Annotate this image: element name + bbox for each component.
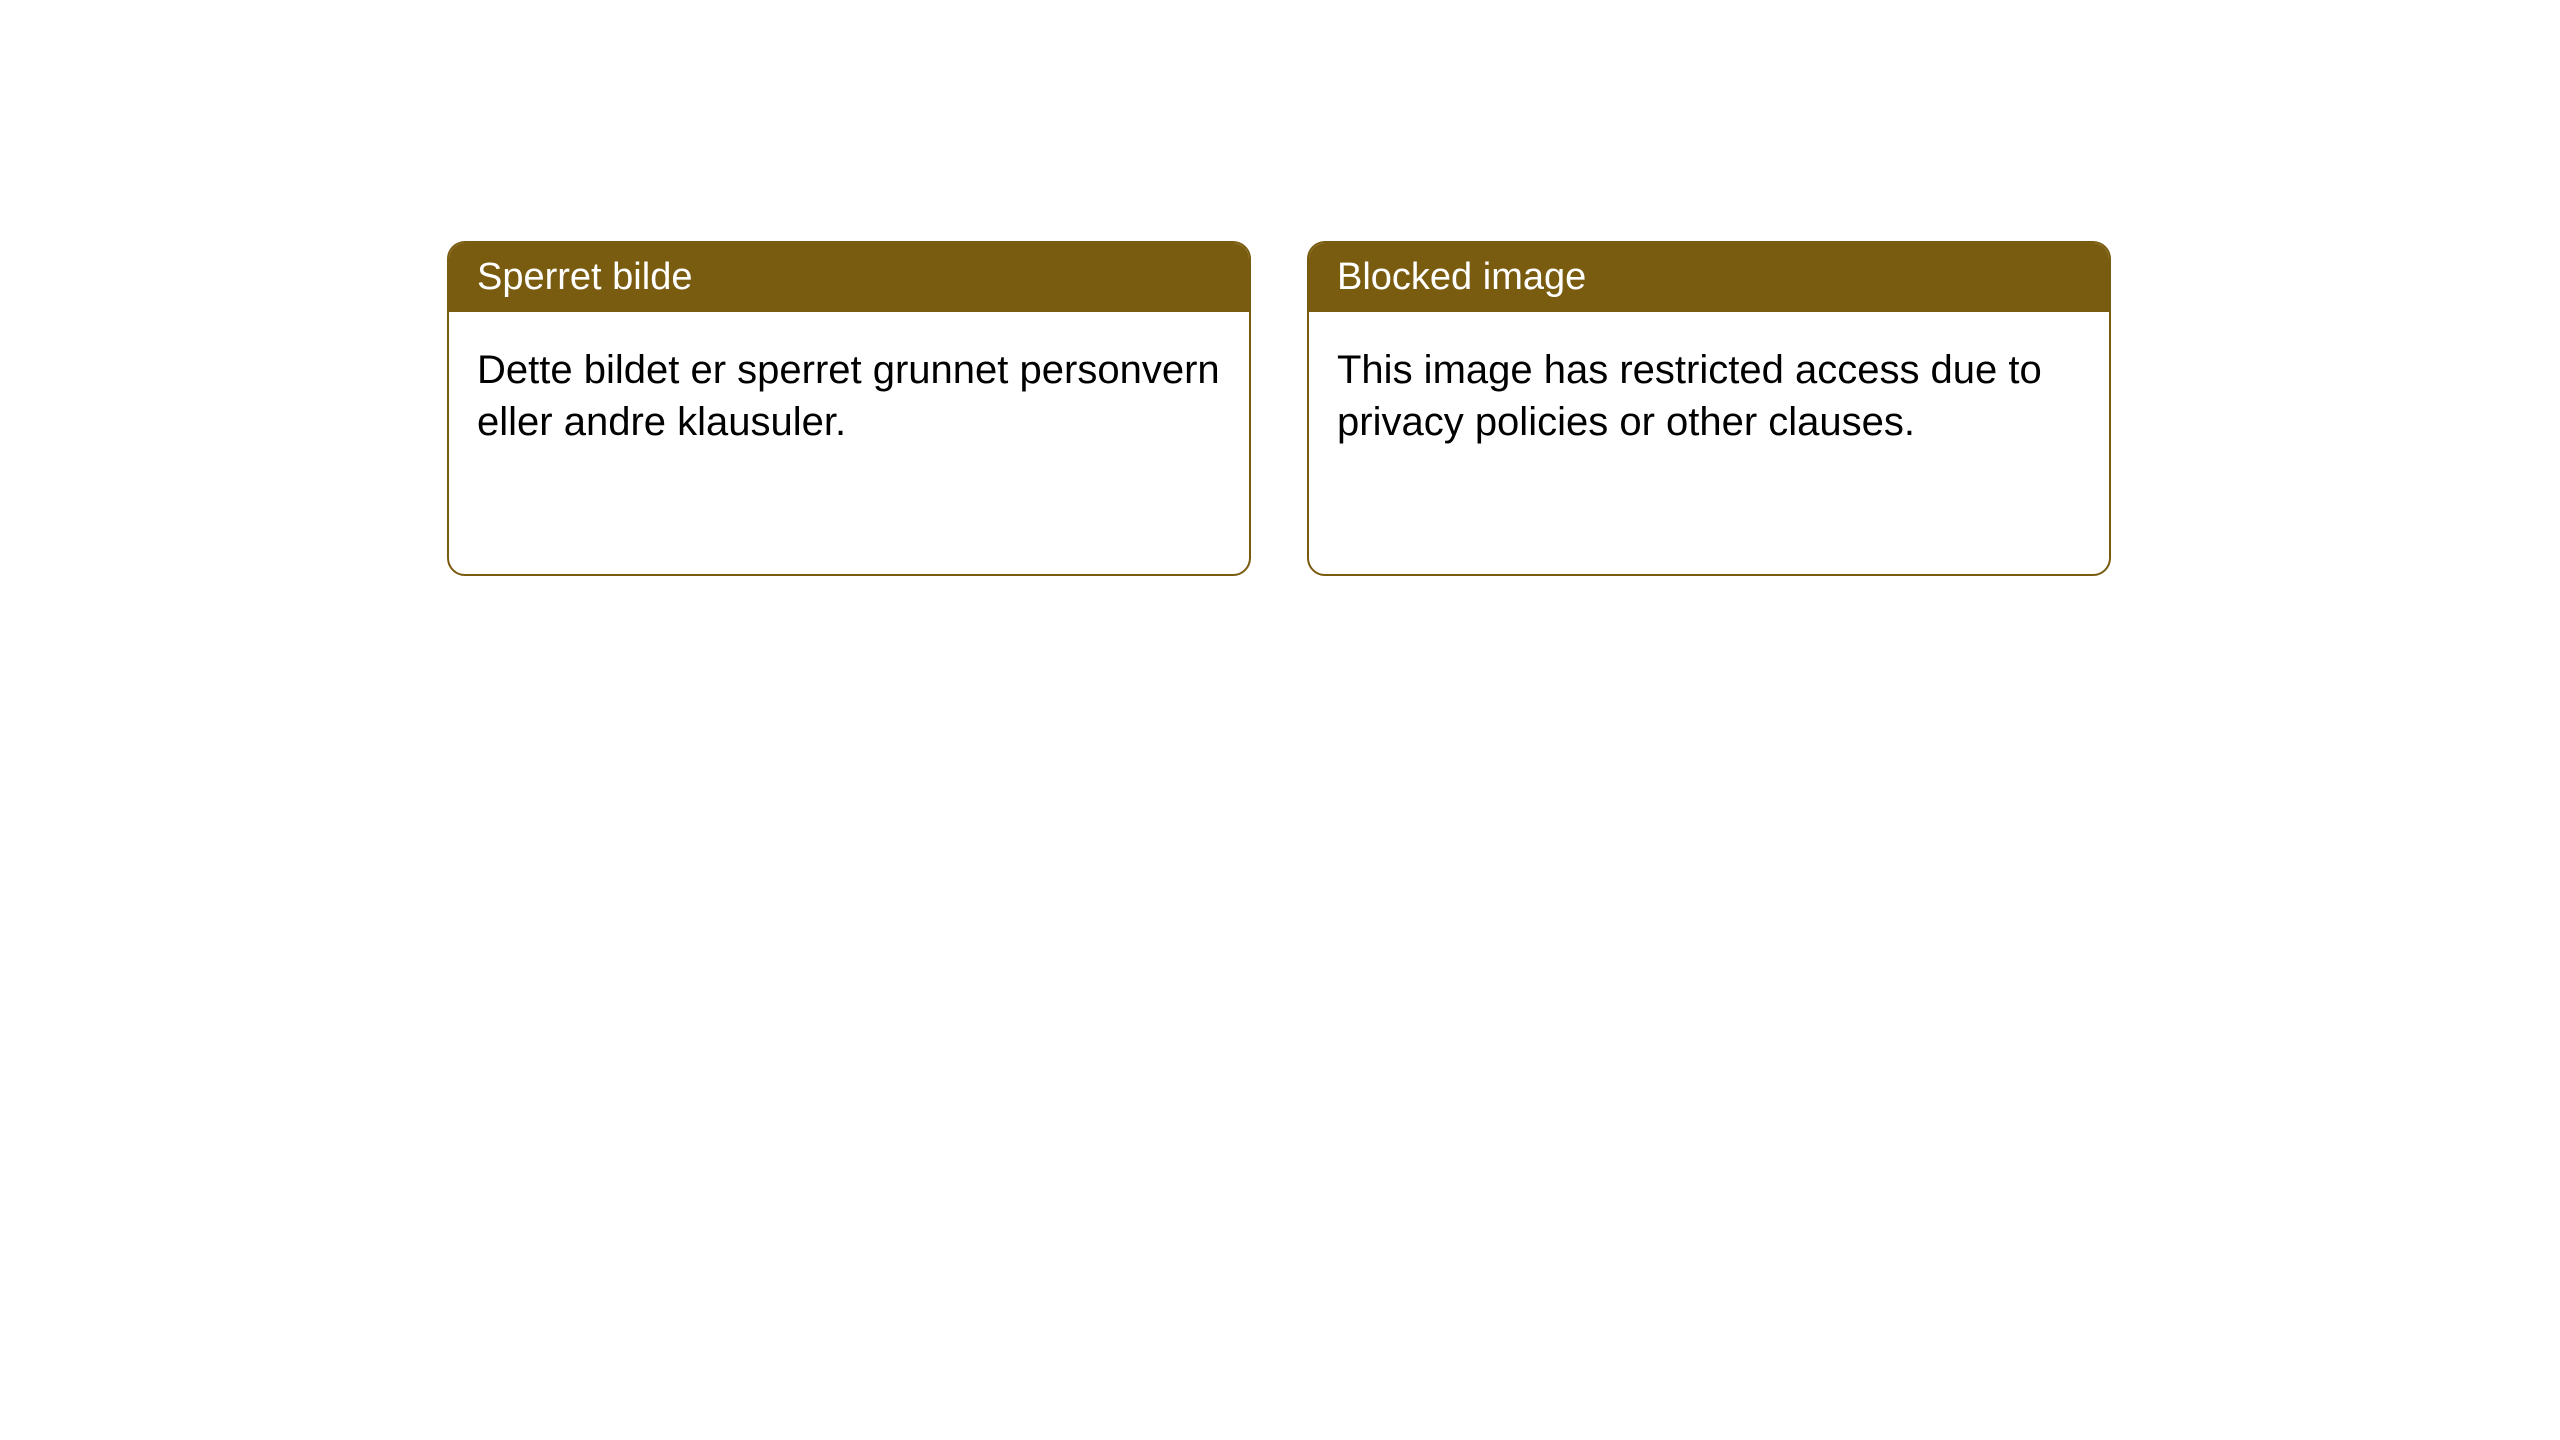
- card-header-text: Blocked image: [1337, 256, 1586, 298]
- card-body: Dette bildet er sperret grunnet personve…: [449, 312, 1249, 480]
- card-header-text: Sperret bilde: [477, 256, 692, 298]
- notice-card-english: Blocked image This image has restricted …: [1307, 241, 2111, 576]
- card-body-text: Dette bildet er sperret grunnet personve…: [477, 348, 1220, 444]
- card-body-text: This image has restricted access due to …: [1337, 348, 2042, 444]
- card-header: Blocked image: [1309, 243, 2109, 312]
- card-body: This image has restricted access due to …: [1309, 312, 2109, 480]
- notice-card-norwegian: Sperret bilde Dette bildet er sperret gr…: [447, 241, 1251, 576]
- card-header: Sperret bilde: [449, 243, 1249, 312]
- notice-cards-container: Sperret bilde Dette bildet er sperret gr…: [0, 0, 2560, 576]
